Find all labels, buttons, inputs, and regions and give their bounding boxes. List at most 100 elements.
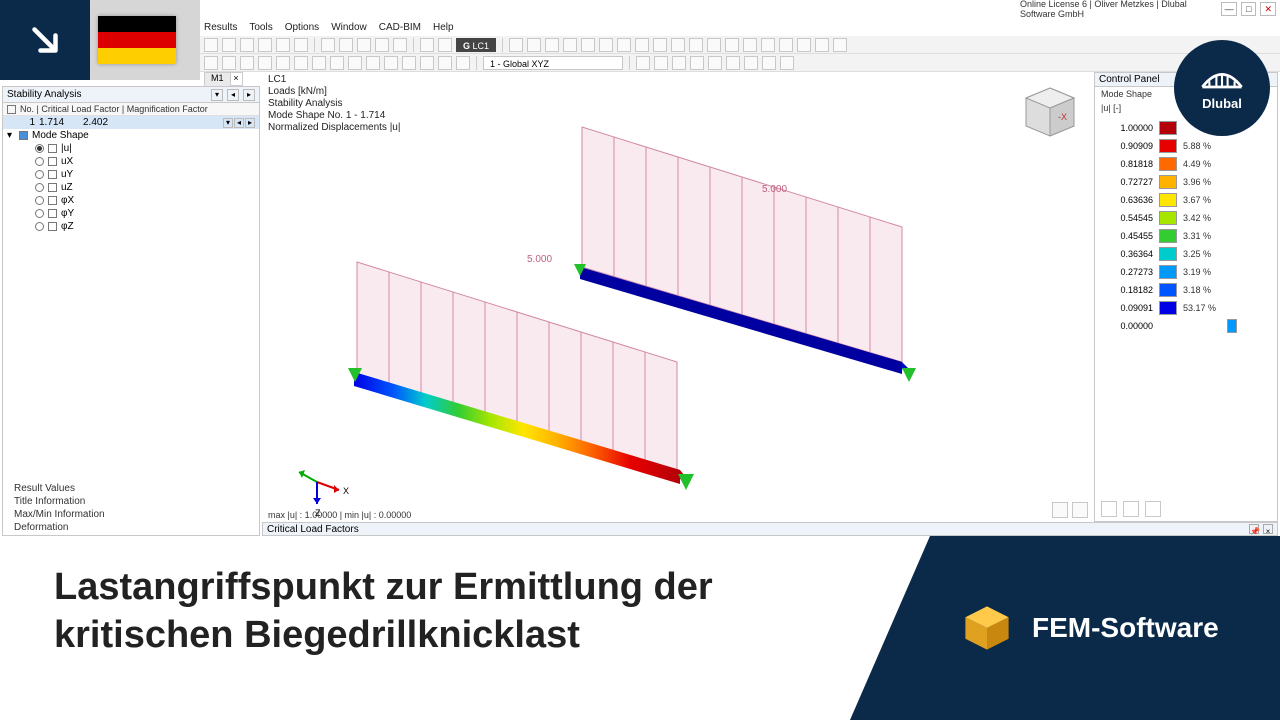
tb-btn[interactable] (321, 38, 335, 52)
tb-btn[interactable] (599, 38, 613, 52)
component-uX[interactable]: uX (3, 155, 259, 168)
tb-btn[interactable] (330, 56, 344, 70)
vp-tool[interactable] (1072, 502, 1088, 518)
tb-btn[interactable] (761, 38, 775, 52)
tb-btn[interactable] (420, 56, 434, 70)
tb-btn[interactable] (204, 56, 218, 70)
tb-btn[interactable] (204, 38, 218, 52)
radio[interactable] (35, 183, 44, 192)
radio[interactable] (35, 144, 44, 153)
close-icon[interactable]: × (1263, 524, 1273, 534)
tb-btn[interactable] (420, 38, 434, 52)
component-φX[interactable]: φX (3, 194, 259, 207)
tb-btn[interactable] (780, 56, 794, 70)
tb-btn[interactable] (689, 38, 703, 52)
component-|u|[interactable]: |u| (3, 142, 259, 155)
menu-cad-bim[interactable]: CAD-BIM (379, 22, 421, 33)
tb-btn[interactable] (563, 38, 577, 52)
tb-btn[interactable] (636, 56, 650, 70)
tb-btn[interactable] (671, 38, 685, 52)
chk[interactable] (48, 157, 57, 166)
chk-all[interactable] (7, 105, 16, 114)
tb-btn[interactable] (294, 38, 308, 52)
component-φZ[interactable]: φZ (3, 220, 259, 233)
tb-btn[interactable] (456, 56, 470, 70)
chk-mode-shape[interactable] (19, 131, 28, 140)
doc-tab[interactable]: M1 (204, 72, 231, 86)
tb-btn[interactable] (581, 38, 595, 52)
tb-btn[interactable] (312, 56, 326, 70)
tb-btn[interactable] (348, 56, 362, 70)
tb-btn[interactable] (833, 38, 847, 52)
menu-results[interactable]: Results (204, 22, 237, 33)
tb-btn[interactable] (339, 38, 353, 52)
tb-btn[interactable] (438, 56, 452, 70)
tb-btn[interactable] (726, 56, 740, 70)
tb-btn[interactable] (617, 38, 631, 52)
tb-btn[interactable] (708, 56, 722, 70)
tb-btn[interactable] (690, 56, 704, 70)
tb-btn[interactable] (527, 38, 541, 52)
tb-btn[interactable] (258, 38, 272, 52)
tb-btn[interactable] (402, 56, 416, 70)
nav-row-spinner[interactable]: ▾◂▸ (223, 118, 255, 128)
tb-btn[interactable] (635, 38, 649, 52)
chk[interactable] (48, 183, 57, 192)
window-minimize-button[interactable]: — (1221, 2, 1237, 16)
tb-btn[interactable] (545, 38, 559, 52)
chk[interactable] (48, 222, 57, 231)
tb-btn[interactable] (672, 56, 686, 70)
component-φY[interactable]: φY (3, 207, 259, 220)
vp-tool[interactable] (1052, 502, 1068, 518)
viewport[interactable]: LC1 Loads [kN/m] Stability Analysis Mode… (262, 72, 1092, 522)
loadcase-selector[interactable]: G LC1 (456, 38, 496, 52)
radio[interactable] (35, 196, 44, 205)
tb-btn[interactable] (384, 56, 398, 70)
radio[interactable] (35, 222, 44, 231)
nav-cube[interactable]: -X (1020, 82, 1080, 142)
tb-btn[interactable] (258, 56, 272, 70)
tb-btn[interactable] (240, 56, 254, 70)
radio[interactable] (35, 157, 44, 166)
ctrl-tool[interactable] (1101, 501, 1117, 517)
nav-row[interactable]: 1 1.714 2.402 ▾◂▸ (3, 116, 259, 129)
tb-btn[interactable] (815, 38, 829, 52)
tb-btn[interactable] (357, 38, 371, 52)
tb-btn[interactable] (779, 38, 793, 52)
component-uY[interactable]: uY (3, 168, 259, 181)
tb-btn[interactable] (375, 38, 389, 52)
tb-btn[interactable] (707, 38, 721, 52)
radio[interactable] (35, 170, 44, 179)
tb-btn[interactable] (366, 56, 380, 70)
menu-window[interactable]: Window (331, 22, 367, 33)
nav-prev[interactable]: ◂ (227, 89, 239, 101)
tb-btn[interactable] (276, 56, 290, 70)
pin-icon[interactable]: 📌 (1249, 524, 1259, 534)
nav-dropdown[interactable]: ▾ (211, 89, 223, 101)
component-uZ[interactable]: uZ (3, 181, 259, 194)
window-close-button[interactable]: ✕ (1260, 2, 1276, 16)
menu-options[interactable]: Options (285, 22, 319, 33)
tb-btn[interactable] (509, 38, 523, 52)
ctrl-tool[interactable] (1145, 501, 1161, 517)
doc-tab-close[interactable]: × (231, 72, 243, 86)
chk[interactable] (48, 170, 57, 179)
tb-btn[interactable] (276, 38, 290, 52)
coord-system-selector[interactable]: 1 - Global XYZ (483, 56, 623, 70)
tb-btn[interactable] (797, 38, 811, 52)
tb-btn[interactable] (762, 56, 776, 70)
chk[interactable] (48, 144, 57, 153)
radio[interactable] (35, 209, 44, 218)
tb-btn[interactable] (653, 38, 667, 52)
tb-btn[interactable] (222, 56, 236, 70)
tb-btn[interactable] (743, 38, 757, 52)
nav-next[interactable]: ▸ (243, 89, 255, 101)
tb-btn[interactable] (222, 38, 236, 52)
menu-tools[interactable]: Tools (249, 22, 272, 33)
window-maximize-button[interactable]: □ (1241, 2, 1257, 16)
chk[interactable] (48, 209, 57, 218)
tb-btn[interactable] (393, 38, 407, 52)
tb-btn[interactable] (725, 38, 739, 52)
menu-help[interactable]: Help (433, 22, 454, 33)
tb-btn[interactable] (240, 38, 254, 52)
